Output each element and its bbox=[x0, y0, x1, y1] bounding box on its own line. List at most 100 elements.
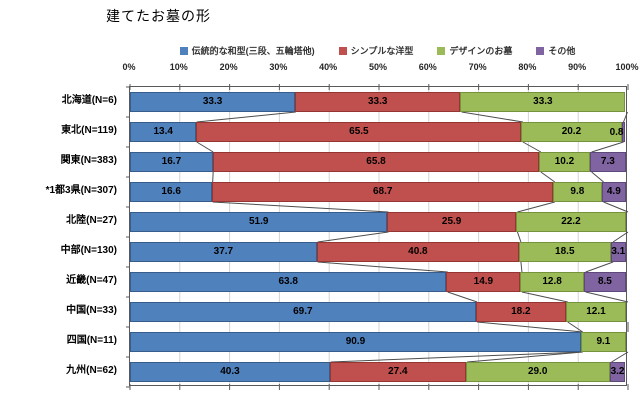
value-label: 8.5 bbox=[597, 276, 612, 287]
value-label: 65.5 bbox=[349, 126, 369, 137]
legend-item: その他 bbox=[536, 44, 575, 57]
legend-item: 伝統的な和型(三段、五輪塔他) bbox=[179, 44, 315, 57]
series-connector-line bbox=[461, 111, 524, 123]
x-axis-tick-label: 60% bbox=[418, 62, 437, 72]
value-label: 9.8 bbox=[570, 186, 585, 197]
bar-row: 69.7 18.2 12.1 bbox=[130, 302, 626, 322]
bar-segment: 29.0 bbox=[465, 362, 610, 382]
bar-segment: 7.3 bbox=[589, 152, 626, 172]
bar-segment: 68.7 bbox=[212, 182, 554, 202]
bar-segment: 63.8 bbox=[130, 272, 447, 292]
bar-segment: 16.7 bbox=[130, 152, 213, 172]
bar-row: 13.4 65.5 20.2 0.8 bbox=[130, 122, 626, 142]
bar-segment: 22.2 bbox=[515, 212, 626, 232]
bar-segment: 9.8 bbox=[553, 182, 602, 202]
series-connector-line bbox=[467, 351, 583, 363]
category-label: 北陸(N=27) bbox=[66, 215, 117, 226]
legend-label: シンプルな洋型 bbox=[350, 46, 414, 56]
category-label: 中部(N=130) bbox=[60, 245, 117, 256]
value-label: 40.3 bbox=[220, 366, 240, 377]
series-connector-line bbox=[521, 291, 568, 303]
value-label: 90.9 bbox=[345, 336, 366, 347]
bar-row: 33.3 33.3 33.3 bbox=[130, 92, 626, 112]
legend-label: デザインのお墓 bbox=[449, 46, 513, 56]
x-axis-tick-label: 10% bbox=[169, 62, 188, 72]
value-label: 68.7 bbox=[372, 186, 393, 197]
x-axis-tick-label: 70% bbox=[468, 62, 487, 72]
legend-swatch-icon bbox=[536, 46, 545, 55]
legend-item: デザインのお墓 bbox=[437, 44, 512, 57]
bar-segment: 8.5 bbox=[583, 272, 626, 292]
category-label: 九州(N=62) bbox=[66, 365, 117, 376]
bar-segment: 14.9 bbox=[446, 272, 521, 292]
bar-segment: 10.2 bbox=[539, 152, 590, 172]
bar-segment: 4.9 bbox=[601, 182, 626, 202]
series-connector-line bbox=[447, 291, 478, 303]
legend-swatch-icon bbox=[338, 46, 347, 55]
series-connector-line bbox=[585, 261, 614, 273]
legend-swatch-icon bbox=[437, 46, 446, 55]
value-label: 69.7 bbox=[293, 306, 313, 317]
bar-segment: 3.1 bbox=[610, 242, 626, 262]
value-label: 40.8 bbox=[408, 246, 428, 257]
x-axis-tick-label: 20% bbox=[219, 62, 238, 72]
x-axis-tick-label: 50% bbox=[368, 62, 387, 72]
value-label: 10.2 bbox=[554, 156, 575, 167]
value-label: 20.2 bbox=[561, 126, 582, 137]
legend-swatch-icon bbox=[179, 46, 188, 55]
bar-segment: 40.3 bbox=[130, 362, 330, 382]
value-label: 16.6 bbox=[161, 186, 181, 197]
value-label: 33.3 bbox=[202, 96, 223, 107]
series-connector-line bbox=[317, 261, 448, 273]
value-label: 0.8 bbox=[609, 127, 624, 138]
bar-segment: 25.9 bbox=[387, 212, 516, 232]
series-connector-line bbox=[212, 201, 389, 213]
category-label: 四国(N=11) bbox=[66, 335, 117, 346]
bar-segment: 12.8 bbox=[520, 272, 584, 292]
legend-label: 伝統的な和型(三段、五輪塔他) bbox=[191, 46, 315, 56]
bar-segment: 90.9 bbox=[130, 332, 581, 352]
value-label: 3.2 bbox=[610, 366, 625, 377]
value-label: 12.8 bbox=[542, 276, 562, 287]
value-label: 37.7 bbox=[213, 246, 234, 257]
series-connector-line bbox=[196, 111, 296, 123]
bar-segment: 69.7 bbox=[130, 302, 476, 322]
value-label: 7.3 bbox=[600, 156, 615, 167]
value-label: 18.2 bbox=[511, 306, 531, 317]
value-label: 29.0 bbox=[527, 366, 548, 377]
series-connector-line bbox=[477, 321, 583, 333]
value-label: 65.8 bbox=[366, 156, 386, 167]
chart-title: 建てたお墓の形 bbox=[106, 8, 211, 24]
bar-row: 16.6 68.7 9.8 4.9 bbox=[130, 182, 626, 202]
bar-segment: 33.3 bbox=[460, 92, 626, 112]
x-axis-tick-label: 30% bbox=[269, 62, 288, 72]
value-label: 22.2 bbox=[561, 216, 581, 227]
value-label: 25.9 bbox=[441, 216, 462, 227]
value-label: 9.1 bbox=[596, 336, 611, 347]
bar-row: 90.9 9.1 bbox=[130, 332, 626, 352]
series-connector-line bbox=[522, 141, 542, 153]
legend-label: その他 bbox=[548, 46, 576, 56]
bar-row: 63.8 14.9 12.8 8.5 bbox=[130, 272, 626, 292]
series-connector-line bbox=[585, 291, 629, 303]
bar-segment: 0.8 bbox=[610, 122, 626, 142]
value-label: 4.9 bbox=[606, 186, 621, 197]
bar-segment: 33.3 bbox=[130, 92, 296, 112]
legend-item: シンプルな洋型 bbox=[338, 44, 414, 57]
series-connector-line bbox=[591, 141, 624, 153]
bar-segment: 33.3 bbox=[295, 92, 461, 112]
bar-segment: 18.2 bbox=[475, 302, 566, 322]
value-label: 63.8 bbox=[278, 276, 298, 287]
value-label: 51.9 bbox=[248, 216, 269, 227]
series-connector-line bbox=[317, 231, 389, 243]
bar-segment: 18.5 bbox=[518, 242, 611, 262]
value-label: 14.9 bbox=[473, 276, 494, 287]
series-connector-line bbox=[623, 111, 628, 123]
value-label: 33.3 bbox=[368, 96, 388, 107]
bar-segment: 40.8 bbox=[316, 242, 519, 262]
x-axis-tick-label: 40% bbox=[319, 62, 338, 72]
bar-segment: 12.1 bbox=[565, 302, 626, 322]
bar-segment: 37.7 bbox=[130, 242, 317, 262]
series-connector-line bbox=[330, 351, 583, 363]
